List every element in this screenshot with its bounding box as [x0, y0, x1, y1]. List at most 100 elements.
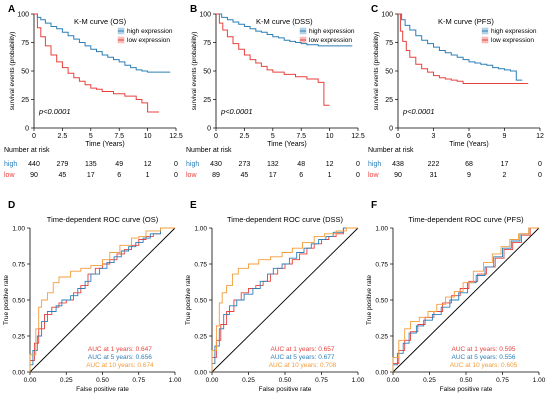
y-axis-title: survival events (probability) — [373, 32, 380, 111]
panel-letter: C — [371, 4, 378, 15]
auc-label-prefix: AUC at 1 years: — [271, 346, 319, 353]
x-tick-label: 0 — [32, 133, 36, 140]
auc-value: 0.677 — [318, 354, 335, 361]
risk-count: 49 — [115, 161, 123, 168]
y-axis-title: True positive rate — [3, 275, 10, 325]
auc-label: AUC at 1 years: 0.647 — [88, 346, 152, 353]
risk-count: 430 — [210, 161, 222, 168]
y-axis-title: True positive rate — [366, 275, 373, 325]
auc-label: AUC at 10 years: 0.674 — [86, 362, 154, 369]
risk-count: 1 — [328, 172, 332, 179]
auc-value: 0.647 — [136, 346, 153, 353]
roc-panel-f: F Time-dependent ROC curve (PFS) 0.000.00… — [366, 200, 546, 393]
p-value-label: p<0.0001 — [38, 107, 71, 116]
x-axis-title: Time (Years) — [85, 141, 125, 148]
risk-count: 6 — [299, 172, 303, 179]
risk-count: 1 — [146, 172, 150, 179]
y-tick-label: 100 — [381, 12, 393, 19]
panel-letter: E — [190, 200, 197, 211]
y-tick-label: 0.00 — [12, 370, 25, 377]
y-axis-title: True positive rate — [185, 275, 192, 325]
y-tick-label: 1.00 — [194, 226, 207, 233]
risk-count: 222 — [428, 161, 440, 168]
x-axis-title: Time (Years) — [449, 141, 489, 148]
y-tick-label: 25 — [21, 97, 29, 104]
risk-table-title: Number at risk — [186, 147, 232, 154]
y-tick-label: 0.75 — [194, 262, 207, 269]
risk-row-label: low — [186, 172, 197, 179]
auc-label-prefix: AUC at 10 years: — [450, 362, 501, 369]
risk-count: 45 — [59, 172, 67, 179]
risk-count: 89 — [212, 172, 220, 179]
risk-count: 279 — [57, 161, 69, 168]
risk-count: 68 — [465, 161, 473, 168]
x-tick-label: 12.5 — [169, 133, 183, 140]
auc-label-prefix: AUC at 5 years: — [271, 354, 319, 361]
km-panel-c: C 0 25 50 75 100 0 3 6 9 12 Time (Years) survival e… — [368, 4, 544, 179]
x-tick-label: 0 — [396, 133, 400, 140]
x-tick-label: 7.5 — [296, 133, 306, 140]
legend-label: low expression — [127, 37, 170, 44]
x-tick-label: 10 — [144, 133, 152, 140]
y-tick-label: 0.50 — [12, 298, 25, 305]
x-tick-label: 2.5 — [240, 133, 250, 140]
risk-row-label: low — [4, 172, 15, 179]
roc-curve — [29, 227, 175, 372]
km-curve-low — [34, 13, 159, 113]
risk-row-label: low — [368, 172, 379, 179]
panel-letter: F — [371, 200, 377, 211]
y-tick-label: 75 — [385, 40, 393, 47]
auc-label-prefix: AUC at 5 years: — [452, 354, 500, 361]
risk-count: 132 — [267, 161, 279, 168]
legend-label: high expression — [491, 28, 537, 35]
x-tick-label: 0.75 — [315, 377, 328, 384]
risk-count: 17 — [501, 161, 509, 168]
x-tick-label: 0.50 — [279, 377, 292, 384]
auc-label-prefix: AUC at 1 years: — [452, 346, 500, 353]
auc-label-prefix: AUC at 1 years: — [88, 346, 136, 353]
auc-label: AUC at 1 years: 0.595 — [452, 346, 516, 353]
panel-title: K-M curve (OS) — [74, 17, 127, 26]
x-tick-label: 12 — [536, 133, 544, 140]
risk-count: 48 — [297, 161, 305, 168]
km-curve-high — [34, 13, 171, 73]
y-tick-label: 1.00 — [375, 226, 388, 233]
auc-label: AUC at 5 years: 0.656 — [88, 354, 152, 361]
x-tick-label: 6 — [467, 133, 471, 140]
x-tick-label: 5 — [271, 133, 275, 140]
y-tick-label: 75 — [203, 40, 211, 47]
km-curve-high — [398, 13, 523, 81]
x-tick-label: 0.00 — [387, 377, 400, 384]
risk-count: 90 — [30, 172, 38, 179]
risk-row-label: high — [4, 161, 17, 168]
legend-label: low expression — [309, 37, 352, 44]
auc-label: AUC at 5 years: 0.677 — [271, 354, 335, 361]
auc-value: 0.708 — [320, 362, 337, 369]
x-tick-label: 0.75 — [132, 377, 145, 384]
auc-value: 0.674 — [137, 362, 154, 369]
legend-label: high expression — [309, 28, 355, 35]
risk-count: 0 — [174, 172, 178, 179]
panel-title: Time-dependent ROC curve (DSS) — [227, 215, 344, 224]
y-tick-label: 0 — [389, 126, 393, 133]
x-tick-label: 0.50 — [96, 377, 109, 384]
risk-count: 45 — [241, 172, 249, 179]
y-tick-label: 25 — [385, 97, 393, 104]
auc-label: AUC at 10 years: 0.708 — [269, 362, 337, 369]
y-tick-label: 0.75 — [12, 262, 25, 269]
legend-label: low expression — [491, 37, 534, 44]
x-axis-title: False positive rate — [76, 386, 129, 393]
reference-diagonal — [29, 227, 176, 373]
reference-diagonal — [392, 227, 540, 373]
risk-count: 0 — [538, 161, 542, 168]
x-axis-title: False positive rate — [440, 386, 493, 393]
auc-label: AUC at 5 years: 0.556 — [452, 354, 516, 361]
y-tick-label: 0.50 — [375, 298, 388, 305]
y-tick-label: 0.00 — [375, 370, 388, 377]
x-tick-label: 1.00 — [169, 377, 182, 384]
roc-curve — [392, 227, 539, 372]
risk-count: 31 — [430, 172, 438, 179]
x-tick-label: 2.5 — [58, 133, 68, 140]
